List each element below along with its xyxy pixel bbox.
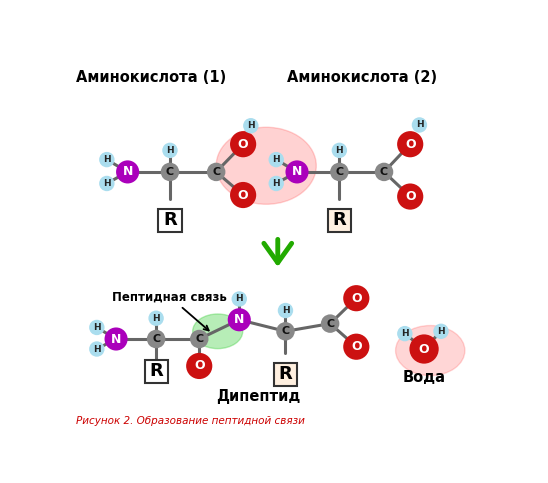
Circle shape [397,326,413,341]
Circle shape [207,163,225,181]
Text: H: H [93,323,101,332]
Text: H: H [282,306,289,315]
Text: N: N [122,165,133,178]
FancyBboxPatch shape [274,363,297,386]
Circle shape [409,334,439,364]
Circle shape [412,117,427,133]
Circle shape [149,311,164,326]
Text: Рисунок 2. Образование пептидной связи: Рисунок 2. Образование пептидной связи [76,416,305,426]
Text: H: H [236,295,243,303]
Text: H: H [247,121,255,130]
Circle shape [375,163,393,181]
Text: C: C [326,319,334,328]
Text: C: C [380,167,388,177]
Circle shape [232,291,247,307]
Circle shape [230,131,256,157]
Text: H: H [335,146,343,155]
Text: H: H [93,344,101,354]
Text: H: H [272,155,280,164]
Text: N: N [292,165,302,178]
Text: H: H [272,179,280,188]
Text: Аминокислота (2): Аминокислота (2) [287,70,437,85]
Circle shape [321,314,339,333]
Circle shape [269,176,284,191]
Circle shape [278,303,293,318]
Text: N: N [111,332,121,345]
FancyBboxPatch shape [158,209,181,232]
Text: H: H [437,327,445,336]
Text: Дипептид: Дипептид [216,389,301,404]
Circle shape [330,163,349,181]
Circle shape [105,327,128,351]
Text: O: O [351,340,362,353]
Circle shape [162,142,178,158]
FancyBboxPatch shape [328,209,351,232]
Text: R: R [333,212,346,229]
Text: H: H [415,120,423,129]
Text: C: C [335,167,344,177]
Circle shape [343,285,369,311]
Circle shape [116,160,139,184]
Circle shape [99,176,115,191]
Circle shape [228,308,251,331]
Circle shape [89,320,105,335]
Text: O: O [238,188,248,201]
Text: N: N [234,313,244,326]
Circle shape [269,152,284,167]
Text: C: C [166,167,174,177]
Ellipse shape [216,127,316,204]
Circle shape [286,160,309,184]
Circle shape [230,182,256,208]
Text: Аминокислота (1): Аминокислота (1) [76,70,226,85]
Text: C: C [152,334,160,344]
Text: O: O [405,190,415,203]
Text: O: O [194,359,204,372]
Text: O: O [351,292,362,305]
Circle shape [243,118,259,133]
Text: O: O [238,138,248,151]
FancyBboxPatch shape [145,360,168,383]
Text: C: C [212,167,220,177]
Text: O: O [419,342,430,355]
Circle shape [433,324,449,339]
Circle shape [397,184,423,210]
Circle shape [89,341,105,357]
Circle shape [397,131,423,157]
Text: Пептидная связь: Пептидная связь [112,290,227,330]
Text: C: C [195,334,203,344]
Ellipse shape [193,314,243,349]
Ellipse shape [396,326,465,376]
Text: H: H [103,155,111,164]
FancyArrowPatch shape [264,240,292,263]
Circle shape [186,353,212,379]
Text: Вода: Вода [403,370,446,385]
Text: C: C [282,327,289,336]
Text: H: H [166,146,174,155]
Circle shape [276,322,295,341]
Text: R: R [163,212,177,229]
Text: H: H [103,179,111,188]
Circle shape [190,330,208,348]
Text: H: H [152,314,160,323]
Text: R: R [278,366,292,384]
Circle shape [343,334,369,360]
Circle shape [147,330,165,348]
Text: R: R [149,362,163,380]
Text: O: O [405,138,415,151]
Circle shape [332,142,347,158]
Circle shape [161,163,179,181]
Text: H: H [401,329,409,338]
Circle shape [99,152,115,167]
